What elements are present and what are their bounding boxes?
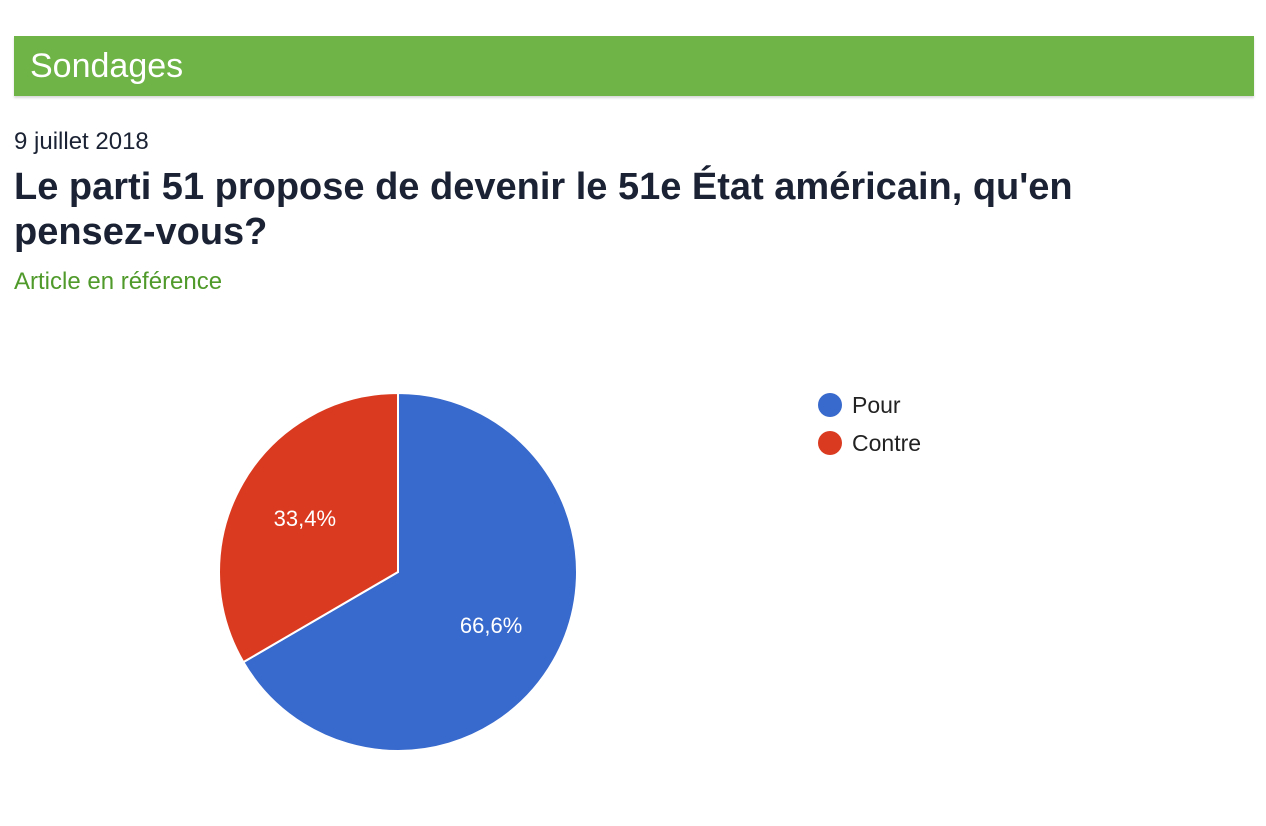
pie-slices bbox=[218, 391, 578, 752]
chart-legend: Pour Contre bbox=[818, 392, 921, 456]
poll-date: 9 juillet 2018 bbox=[14, 128, 149, 155]
header-bar: Sondages bbox=[14, 36, 1254, 96]
page-title: Sondages bbox=[30, 47, 184, 85]
article-reference-link[interactable]: Article en référence bbox=[14, 268, 223, 295]
legend-marker-contre bbox=[818, 431, 842, 455]
pie-labels: 66,6% 33,4% bbox=[274, 506, 523, 638]
legend-marker-pour bbox=[818, 393, 842, 417]
poll-question: Le parti 51 propose de devenir le 51e Ét… bbox=[14, 166, 1073, 253]
legend-label-contre: Contre bbox=[852, 430, 921, 456]
pie-slice-pour[interactable] bbox=[241, 391, 578, 752]
slice-label-contre: 33,4% bbox=[274, 506, 336, 531]
legend-label-pour: Pour bbox=[852, 392, 901, 418]
pie-slice-contre[interactable] bbox=[218, 391, 399, 664]
slice-label-pour: 66,6% bbox=[460, 613, 522, 638]
